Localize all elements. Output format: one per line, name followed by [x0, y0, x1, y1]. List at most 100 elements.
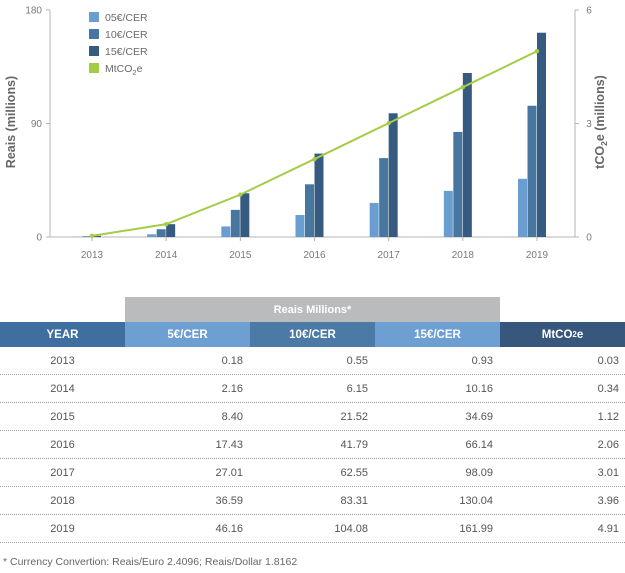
- footnote: * Currency Convertion: Reais/Euro 2.4096…: [3, 556, 298, 568]
- value-cell: 6.15: [346, 382, 368, 395]
- value-cell: 0.03: [597, 354, 619, 367]
- year-cell: 2015: [50, 410, 75, 423]
- value-cell: 17.43: [215, 438, 243, 451]
- value-cell: 66.14: [465, 438, 493, 451]
- value-cell: 1.12: [597, 410, 619, 423]
- bar: [240, 193, 250, 237]
- bar: [527, 105, 537, 237]
- x-tick-label: 2014: [155, 250, 178, 261]
- value-cell: 21.52: [340, 410, 368, 423]
- year-cell: 2016: [50, 438, 75, 451]
- value-cell: 130.04: [459, 494, 493, 507]
- value-cell: 0.55: [346, 354, 368, 367]
- legend-swatch: [89, 29, 99, 39]
- bar: [369, 202, 379, 237]
- table-body: 2013 0.18 0.55 0.93 0.03 2014 2.16 6.15 10.16 0.3…: [0, 347, 625, 543]
- left-axis-title: Reais (millions): [4, 76, 18, 168]
- value-cell: 0.93: [471, 354, 493, 367]
- legend-swatch: [89, 63, 99, 73]
- right-axis-title: tCO2e (millions): [593, 75, 609, 169]
- x-tick-label: 2016: [303, 250, 326, 261]
- value-cell: 3.01: [597, 466, 619, 479]
- value-cell: 41.79: [340, 438, 368, 451]
- right-y-axis: 0 3 6: [574, 6, 592, 244]
- x-axis: 2013 2014 2015 2016 2017 2018 2019: [50, 236, 575, 261]
- line-point: [312, 156, 317, 162]
- bar: [147, 234, 157, 237]
- bar: [305, 184, 314, 237]
- bar: [388, 113, 398, 237]
- value-cell: 2.06: [597, 438, 619, 451]
- value-cell: 0.18: [221, 354, 243, 367]
- right-tick-label: 3: [586, 119, 592, 130]
- bar: [379, 158, 389, 237]
- value-cell: 161.99: [459, 522, 493, 535]
- x-tick-label: 2013: [81, 250, 104, 261]
- line-point: [163, 221, 169, 227]
- left-tick-label: 90: [31, 119, 43, 130]
- bar: [314, 153, 324, 237]
- left-tick-label: 180: [25, 6, 42, 17]
- value-cell: 10.16: [465, 382, 493, 395]
- bar-series: [73, 32, 546, 237]
- table-row: 2019 46.16 104.08 161.99 4.91: [0, 515, 625, 543]
- value-cell: 4.91: [597, 522, 619, 535]
- year-cell: 2018: [50, 494, 75, 507]
- value-cell: 98.09: [465, 466, 493, 479]
- table-row: 2013 0.18 0.55 0.93 0.03: [0, 347, 625, 375]
- bar: [92, 235, 101, 237]
- group-header: Reais Millions*: [125, 297, 500, 322]
- legend-label: 05€/CER: [105, 12, 148, 24]
- header-mtco2e: MtCO 2 e: [500, 322, 625, 347]
- table-row: 2018 36.59 83.31 130.04 3.96: [0, 487, 625, 515]
- value-cell: 83.31: [340, 494, 368, 507]
- x-tick-label: 2018: [452, 250, 475, 261]
- header-10-cer: 10€/CER: [250, 322, 375, 347]
- value-cell: 34.69: [465, 410, 493, 423]
- table-row: 2015 8.40 21.52 34.69 1.12: [0, 403, 625, 431]
- bar: [453, 131, 463, 237]
- value-cell: 27.01: [215, 466, 243, 479]
- table-header: YEAR 5€/CER 10€/CER 15€/CER MtCO 2 e: [0, 322, 625, 347]
- right-tick-label: 6: [586, 6, 592, 17]
- legend-label: 15€/CER: [105, 46, 148, 58]
- legend-label: MtCO2e: [105, 63, 143, 77]
- left-y-axis: 0 90 180: [25, 6, 51, 244]
- line-series: [89, 49, 540, 239]
- header-year: YEAR: [0, 322, 125, 347]
- bar: [295, 215, 305, 237]
- legend-swatch: [89, 12, 99, 22]
- bar: [221, 226, 231, 237]
- line-point: [460, 84, 466, 90]
- bar: [82, 236, 92, 237]
- line-point: [238, 192, 243, 197]
- value-cell: 2.16: [221, 382, 243, 395]
- bar: [166, 224, 176, 237]
- legend-swatch: [89, 46, 99, 56]
- line-point: [534, 49, 540, 54]
- value-cell: 104.08: [334, 522, 368, 535]
- value-cell: 8.40: [221, 410, 243, 423]
- line-point: [89, 233, 95, 239]
- x-tick-label: 2017: [378, 250, 401, 261]
- value-cell: 62.55: [340, 466, 368, 479]
- header-5-cer: 5€/CER: [125, 322, 250, 347]
- line-point: [386, 120, 391, 126]
- x-tick-label: 2019: [526, 250, 549, 261]
- table-row: 2017 27.01 62.55 98.09 3.01: [0, 459, 625, 487]
- value-cell: 0.34: [597, 382, 619, 395]
- value-cell: 3.96: [597, 494, 619, 507]
- legend-label: 10€/CER: [105, 29, 148, 41]
- bar: [156, 229, 166, 237]
- year-cell: 2019: [50, 522, 75, 535]
- bar: [518, 178, 527, 237]
- year-cell: 2013: [50, 354, 75, 367]
- right-tick-label: 0: [586, 233, 592, 244]
- value-cell: 36.59: [215, 494, 243, 507]
- bar: [230, 209, 240, 237]
- table-row: 2016 17.43 41.79 66.14 2.06: [0, 431, 625, 459]
- bar: [537, 32, 546, 237]
- left-tick-label: 0: [36, 233, 42, 244]
- legend: 05€/CER 10€/CER 15€/CER MtCO2e: [89, 12, 148, 77]
